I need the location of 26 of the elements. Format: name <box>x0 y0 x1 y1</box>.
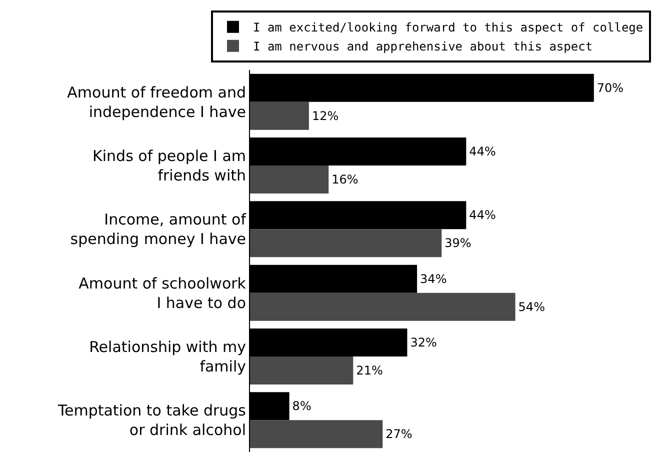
data-label: 44% <box>469 144 496 158</box>
bar <box>250 102 309 130</box>
y-tick-label: Income, amount of spending money I have <box>70 210 247 248</box>
data-label: 27% <box>386 427 412 442</box>
legend-label: I am excited/looking forward to this aspect of college <box>253 20 644 35</box>
legend-label: I am nervous and apprehensive about this aspect <box>253 40 593 54</box>
data-label: 16% <box>332 172 358 187</box>
data-label: 44% <box>469 208 496 222</box>
y-tick-label: Kinds of people I am friends with <box>92 147 246 184</box>
y-tick-label: Temptation to take drugs or drink alcohol <box>56 402 246 440</box>
y-tick-label: Amount of freedom and independence I have <box>67 83 246 121</box>
y-tick-label: Relationship with my family <box>89 338 246 376</box>
data-label: 34% <box>420 272 447 286</box>
y-tick-label: Amount of schoolwork I have to do <box>78 274 246 312</box>
data-label: 12% <box>312 108 339 123</box>
bar <box>250 166 329 194</box>
data-label: 70% <box>596 80 624 95</box>
data-label: 54% <box>518 300 545 314</box>
data-label: 32% <box>410 335 437 350</box>
data-label: 39% <box>444 236 472 250</box>
data-label: 8% <box>292 399 312 414</box>
bar <box>250 356 354 385</box>
data-label: 21% <box>356 364 383 378</box>
bar <box>250 420 383 448</box>
bar <box>250 229 442 258</box>
bar <box>250 292 516 321</box>
